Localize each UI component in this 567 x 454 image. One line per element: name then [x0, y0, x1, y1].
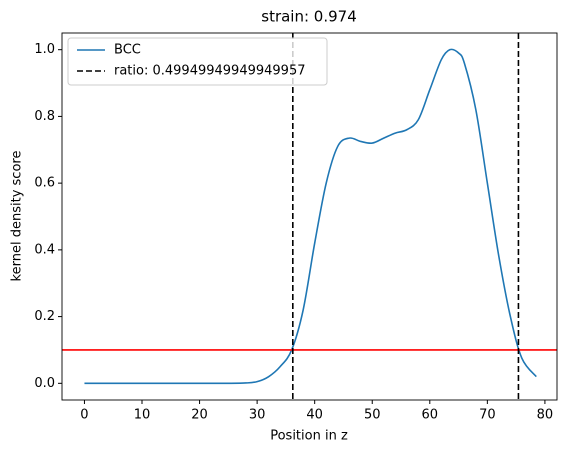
legend-label: ratio: 0.49949949949949957 [114, 64, 306, 79]
x-tick-label: 70 [479, 408, 496, 423]
y-tick-label: 1.0 [34, 42, 55, 57]
x-axis-label: Position in z [270, 429, 348, 444]
x-tick-label: 30 [249, 408, 266, 423]
y-tick-label: 0.0 [34, 376, 55, 391]
legend-label: BCC [114, 43, 141, 58]
line-series [84, 48, 537, 385]
x-tick-label: 40 [306, 408, 323, 423]
x-tick-label: 0 [80, 408, 88, 423]
y-tick-label: 0.6 [34, 176, 55, 191]
x-tick-label: 80 [537, 408, 554, 423]
x-tick-label: 20 [191, 408, 208, 423]
chart-title: strain: 0.974 [261, 8, 357, 26]
y-tick-label: 0.8 [34, 109, 55, 124]
y-tick-label: 0.2 [34, 309, 55, 324]
legend-box [67, 37, 328, 86]
x-tick-label: 10 [134, 408, 151, 423]
x-tick-label: 50 [364, 408, 381, 423]
x-tick-label: 60 [422, 408, 439, 423]
y-tick-label: 0.4 [34, 242, 55, 257]
y-axis-label: kernel density score [10, 151, 25, 282]
plot-frame [61, 32, 558, 401]
